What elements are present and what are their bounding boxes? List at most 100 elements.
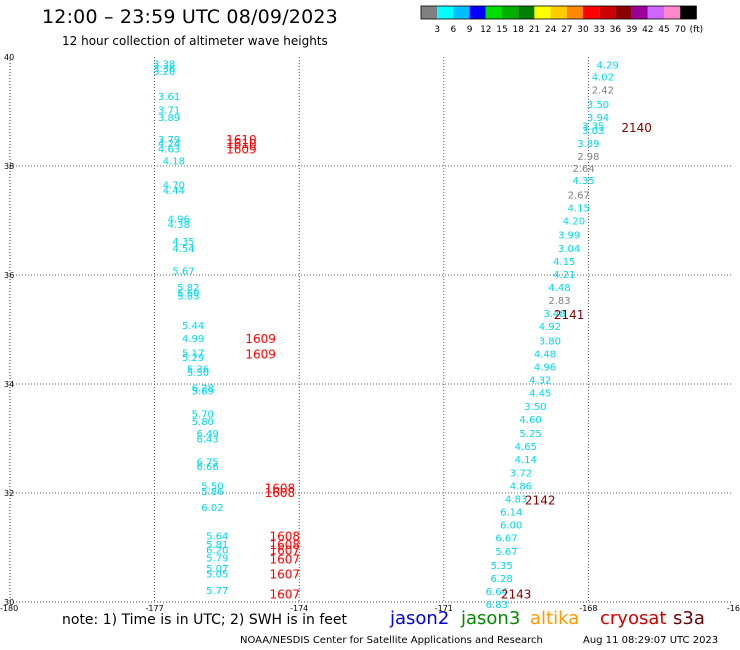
data-point: 6.49	[196, 429, 218, 440]
data-point: 3.61	[158, 92, 180, 103]
data-point: 4.38	[168, 220, 190, 231]
colorbar-swatch	[502, 6, 519, 19]
x-tick-label: -168	[579, 604, 597, 613]
data-point: 2.64	[572, 164, 594, 175]
colorbar-swatch	[680, 6, 697, 19]
data-point: 6.83	[486, 600, 508, 611]
colorbar-label: 42	[642, 25, 653, 35]
colorbar-swatch	[534, 6, 551, 19]
colorbar-swatch	[437, 6, 454, 19]
data-point: 4.21	[553, 270, 575, 281]
data-point: 5.77	[206, 586, 228, 597]
footer-note: note: 1) Time is in UTC; 2) SWH is in fe…	[62, 612, 348, 628]
axis-ticks: -180 -177 -174 -171 -168 -16 30 32 34 36 38 40	[0, 53, 740, 613]
colorbar-label: (ft)	[690, 25, 704, 35]
data-point: 5.35	[491, 561, 513, 572]
data-point: 6.28	[491, 574, 513, 585]
data-point: 2.42	[592, 86, 614, 97]
data-point: 4.02	[592, 73, 614, 84]
colorbar-swatch	[421, 6, 438, 19]
data-point: 6.66	[196, 462, 218, 473]
footer-credit: NOAA/NESDIS Center for Satellite Applica…	[240, 635, 543, 646]
data-point: 6.67	[495, 534, 517, 545]
data-point: 5.17	[182, 348, 204, 359]
data-point: 3.99	[558, 231, 580, 242]
colorbar-swatch	[485, 6, 502, 19]
data-point: 3.94	[587, 113, 609, 124]
time-label: 2142	[525, 494, 556, 508]
time-label: 1609	[226, 143, 257, 157]
colorbar-swatch	[599, 6, 616, 19]
data-point: 4.63	[158, 145, 180, 156]
time-labels: 1610161016091609160916081608160816081607…	[226, 121, 652, 602]
time-label: 1609	[245, 347, 276, 361]
data-point: 4.48	[534, 349, 556, 360]
data-point: 3.03	[582, 126, 604, 137]
x-tick-label: -180	[0, 604, 18, 613]
x-tick-label: -174	[290, 604, 308, 613]
data-point: 5.81	[206, 540, 228, 551]
data-point: 4.24	[158, 139, 180, 150]
colorbar-swatch	[664, 6, 681, 19]
data-point: 6.00	[500, 521, 522, 532]
page-subtitle: 12 hour collection of altimeter wave hei…	[62, 34, 328, 48]
data-points: 3.383.363.203.613.713.893.794.244.634.18…	[153, 60, 619, 612]
colorbar-label: 21	[529, 25, 540, 35]
colorbar-label: 3	[434, 25, 440, 35]
colorbar-label: 15	[496, 25, 507, 35]
colorbar-frame	[420, 5, 697, 20]
data-point: 4.29	[597, 61, 619, 72]
colorbar-swatch	[647, 6, 664, 19]
colorbar-label: 24	[545, 25, 557, 35]
y-tick-label: 30	[4, 598, 14, 607]
data-point: 3.89	[577, 139, 599, 150]
data-point: 4.96	[168, 214, 190, 225]
time-label: 1609	[245, 332, 276, 346]
color-scale-bar: 3 6 9 12 15 18 21 24 27 30 33 36 39 42 45 70 (ft)	[420, 5, 704, 35]
data-point: 4.35	[172, 237, 194, 248]
data-point: 5.86	[201, 487, 223, 498]
grid-lines	[10, 57, 733, 602]
colorbar-label: 33	[593, 25, 604, 35]
data-point: 3.36	[153, 64, 175, 75]
data-point: 6.20	[206, 546, 228, 557]
colorbar-swatch	[615, 6, 632, 19]
data-point: 5.67	[172, 267, 194, 278]
data-point: 6.28	[192, 383, 214, 394]
data-point: 5.36	[187, 365, 209, 376]
data-point: 5.25	[519, 429, 541, 440]
data-point: 3.38	[153, 60, 175, 71]
data-point: 3.04	[558, 244, 580, 255]
colorbar-label: 70	[674, 25, 686, 35]
data-point: 4.32	[529, 376, 551, 387]
data-point: 3.80	[539, 336, 561, 347]
colorbar-label: 30	[577, 25, 589, 35]
data-point: 5.44	[182, 321, 204, 332]
data-point: 5.64	[206, 532, 228, 543]
colorbar-swatch	[453, 6, 470, 19]
colorbar-swatch	[631, 6, 648, 19]
y-tick-label: 36	[4, 271, 14, 280]
data-point: 4.83	[505, 494, 527, 505]
colorbar-swatch	[583, 6, 600, 19]
y-tick-label: 34	[4, 380, 14, 389]
time-label: 1608	[269, 538, 300, 552]
data-point: 3.79	[158, 135, 180, 146]
data-point: 4.60	[519, 415, 541, 426]
y-tick-label: 32	[4, 489, 14, 498]
colorbar-swatch	[469, 6, 486, 19]
time-label: 1607	[269, 568, 300, 582]
colorbar-label: 18	[512, 25, 524, 35]
time-label: 2141	[554, 308, 585, 322]
time-label: 1607	[269, 587, 300, 601]
x-tick-label: -171	[435, 604, 453, 613]
data-point: 4.20	[563, 217, 585, 228]
data-point: 5.05	[206, 570, 228, 581]
x-tick-label: -177	[146, 604, 164, 613]
colorbar-swatch	[566, 6, 583, 19]
legend-altika: altika	[530, 608, 580, 629]
data-point: 5.83	[177, 292, 199, 303]
data-point: 2.98	[577, 152, 599, 163]
data-point: 6.14	[500, 508, 522, 519]
